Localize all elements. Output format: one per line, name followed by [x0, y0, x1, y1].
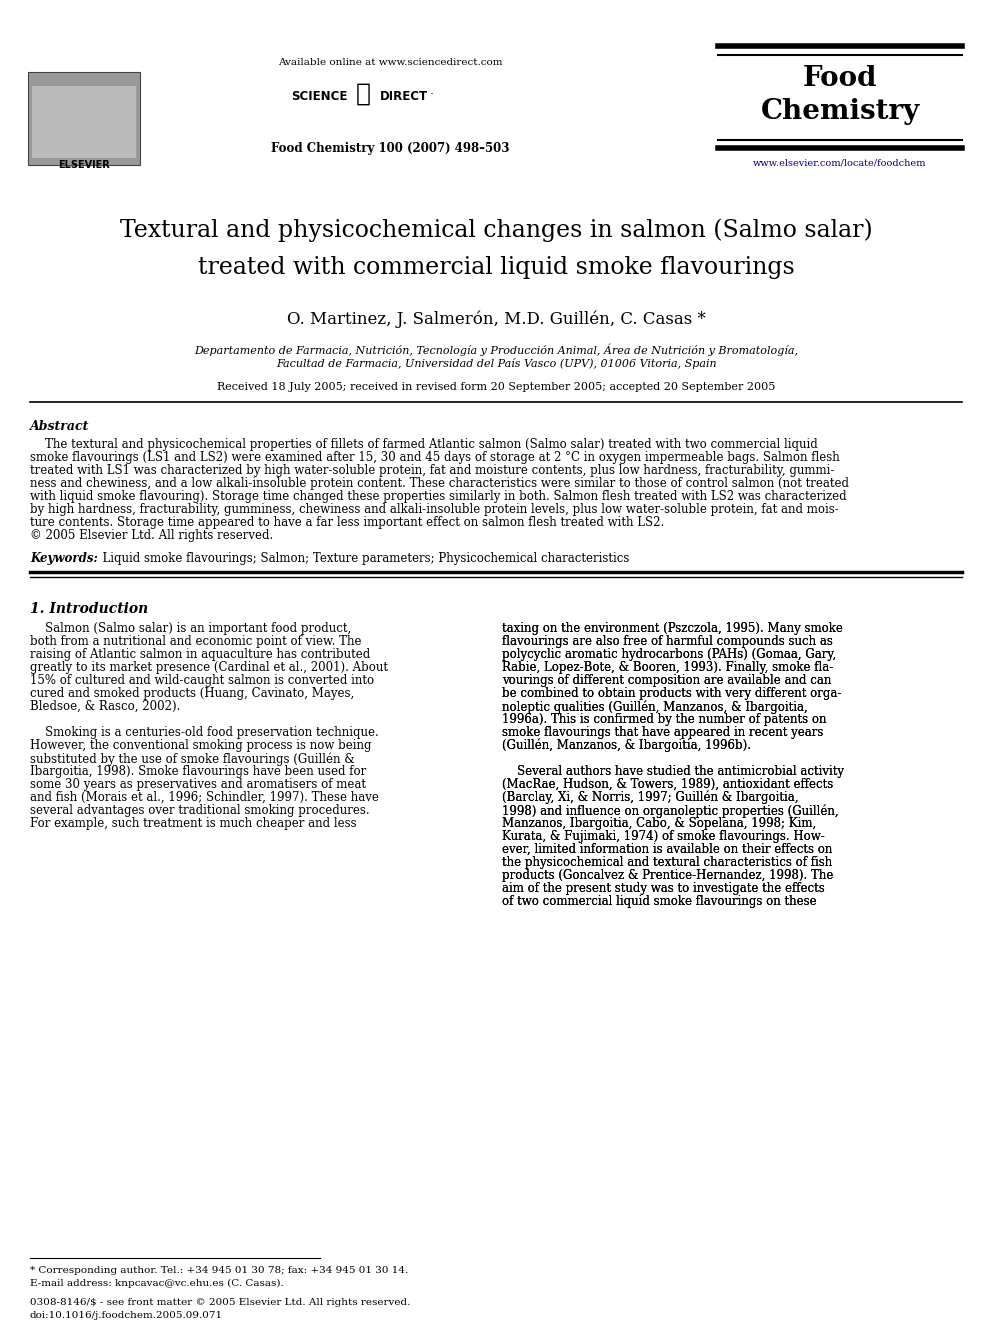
Text: (MacRae, Hudson, & Towers, 1989), antioxidant effects: (MacRae, Hudson, & Towers, 1989), antiox…	[502, 778, 833, 791]
Text: of two commercial liquid smoke flavourings on these: of two commercial liquid smoke flavourin…	[502, 894, 816, 908]
Text: Smoking is a centuries-old food preservation technique.: Smoking is a centuries-old food preserva…	[30, 726, 379, 740]
Text: polycyclic aromatic hydrocarbons (PAHs) (Gomaa, Gary,: polycyclic aromatic hydrocarbons (PAHs) …	[502, 648, 836, 662]
Text: Salmon (Salmo salar) is an important food product,: Salmon (Salmo salar) is an important foo…	[30, 622, 351, 635]
Text: ·: ·	[430, 89, 434, 101]
Text: products (Goncalvez & Prentice-Hernandez, 1998). The: products (Goncalvez & Prentice-Hernandez…	[502, 869, 833, 882]
Text: the physicochemical and textural characteristics of fish: the physicochemical and textural charact…	[502, 856, 832, 869]
Text: 1996a). This is confirmed by the number of patents on: 1996a). This is confirmed by the number …	[502, 713, 826, 726]
Text: and fish (Morais et al., 1996; Schindler, 1997). These have: and fish (Morais et al., 1996; Schindler…	[30, 791, 379, 804]
Text: 1998) and influence on organoleptic properties (Guillén,: 1998) and influence on organoleptic prop…	[502, 804, 838, 818]
Text: some 30 years as preservatives and aromatisers of meat: some 30 years as preservatives and aroma…	[30, 778, 366, 791]
Text: O. Martinez, J. Salmerón, M.D. Guillén, C. Casas *: O. Martinez, J. Salmerón, M.D. Guillén, …	[287, 310, 705, 328]
Text: (Barclay, Xi, & Norris, 1997; Guillén & Ibargoitia,: (Barclay, Xi, & Norris, 1997; Guillén & …	[502, 791, 799, 804]
Text: noleptic qualities (Guillén, Manzanos, & Ibargoitia,: noleptic qualities (Guillén, Manzanos, &…	[502, 700, 807, 713]
Text: Ibargoitia, 1998). Smoke flavourings have been used for: Ibargoitia, 1998). Smoke flavourings hav…	[30, 765, 366, 778]
Text: Several authors have studied the antimicrobial activity: Several authors have studied the antimic…	[502, 765, 844, 778]
Text: both from a nutritional and economic point of view. The: both from a nutritional and economic poi…	[30, 635, 361, 648]
Text: aim of the present study was to investigate the effects: aim of the present study was to investig…	[502, 882, 824, 894]
Text: 15% of cultured and wild-caught salmon is converted into: 15% of cultured and wild-caught salmon i…	[30, 673, 374, 687]
Text: Food Chemistry 100 (2007) 498–503: Food Chemistry 100 (2007) 498–503	[271, 142, 509, 155]
FancyBboxPatch shape	[28, 71, 140, 165]
Text: by high hardness, fracturability, gumminess, chewiness and alkali-insoluble prot: by high hardness, fracturability, gummin…	[30, 503, 839, 516]
Text: taxing on the environment (Pszczola, 1995). Many smoke: taxing on the environment (Pszczola, 199…	[502, 622, 843, 635]
Text: ⓓ: ⓓ	[356, 82, 371, 106]
Text: Rabie, Lopez-Bote, & Booren, 1993). Finally, smoke fla-: Rabie, Lopez-Bote, & Booren, 1993). Fina…	[502, 662, 833, 673]
Text: Liquid smoke flavourings; Salmon; Texture parameters; Physicochemical characteri: Liquid smoke flavourings; Salmon; Textur…	[95, 552, 629, 565]
Text: ever, limited information is available on their effects on: ever, limited information is available o…	[502, 843, 832, 856]
Text: treated with commercial liquid smoke flavourings: treated with commercial liquid smoke fla…	[197, 255, 795, 279]
Text: Textural and physicochemical changes in salmon (Salmo salar): Textural and physicochemical changes in …	[120, 218, 872, 242]
Text: ture contents. Storage time appeared to have a far less important effect on salm: ture contents. Storage time appeared to …	[30, 516, 665, 529]
Text: taxing on the environment (Pszczola, 1995). Many smoke: taxing on the environment (Pszczola, 199…	[502, 622, 843, 635]
Text: ness and chewiness, and a low alkali-insoluble protein content. These characteri: ness and chewiness, and a low alkali-ins…	[30, 478, 849, 490]
Text: Facultad de Farmacia, Universidad del País Vasco (UPV), 01006 Vitoria, Spain: Facultad de Farmacia, Universidad del Pa…	[276, 359, 716, 369]
Text: www.elsevier.com/locate/foodchem: www.elsevier.com/locate/foodchem	[753, 157, 927, 167]
Text: aim of the present study was to investigate the effects: aim of the present study was to investig…	[502, 882, 824, 894]
Text: be combined to obtain products with very different orga-: be combined to obtain products with very…	[502, 687, 841, 700]
Text: products (Goncalvez & Prentice-Hernandez, 1998). The: products (Goncalvez & Prentice-Hernandez…	[502, 869, 833, 882]
Text: noleptic qualities (Guillén, Manzanos, & Ibargoitia,: noleptic qualities (Guillén, Manzanos, &…	[502, 700, 807, 713]
Text: doi:10.1016/j.foodchem.2005.09.071: doi:10.1016/j.foodchem.2005.09.071	[30, 1311, 223, 1320]
Text: (Barclay, Xi, & Norris, 1997; Guillén & Ibargoitia,: (Barclay, Xi, & Norris, 1997; Guillén & …	[502, 791, 799, 804]
Text: smoke flavourings that have appeared in recent years: smoke flavourings that have appeared in …	[502, 726, 823, 740]
Text: with liquid smoke flavouring). Storage time changed these properties similarly i: with liquid smoke flavouring). Storage t…	[30, 490, 846, 503]
Text: For example, such treatment is much cheaper and less: For example, such treatment is much chea…	[30, 818, 357, 830]
Text: Several authors have studied the antimicrobial activity: Several authors have studied the antimic…	[502, 765, 844, 778]
Text: smoke flavourings that have appeared in recent years: smoke flavourings that have appeared in …	[502, 726, 823, 740]
Text: ever, limited information is available on their effects on: ever, limited information is available o…	[502, 843, 832, 856]
Text: treated with LS1 was characterized by high water-soluble protein, fat and moistu: treated with LS1 was characterized by hi…	[30, 464, 834, 478]
Text: Manzanos, Ibargoitia, Cabo, & Sopelana, 1998; Kim,: Manzanos, Ibargoitia, Cabo, & Sopelana, …	[502, 818, 816, 830]
Text: raising of Atlantic salmon in aquaculture has contributed: raising of Atlantic salmon in aquacultur…	[30, 648, 370, 662]
Text: vourings of different composition are available and can: vourings of different composition are av…	[502, 673, 831, 687]
Text: cured and smoked products (Huang, Cavinato, Mayes,: cured and smoked products (Huang, Cavina…	[30, 687, 354, 700]
Text: substituted by the use of smoke flavourings (Guillén &: substituted by the use of smoke flavouri…	[30, 751, 355, 766]
Text: of two commercial liquid smoke flavourings on these: of two commercial liquid smoke flavourin…	[502, 894, 816, 908]
Text: 1998) and influence on organoleptic properties (Guillén,: 1998) and influence on organoleptic prop…	[502, 804, 838, 818]
Text: E-mail address: knpcavac@vc.ehu.es (C. Casas).: E-mail address: knpcavac@vc.ehu.es (C. C…	[30, 1279, 284, 1289]
Text: the physicochemical and textural characteristics of fish: the physicochemical and textural charact…	[502, 856, 832, 869]
Text: polycyclic aromatic hydrocarbons (PAHs) (Gomaa, Gary,: polycyclic aromatic hydrocarbons (PAHs) …	[502, 648, 836, 662]
Text: Kurata, & Fujimaki, 1974) of smoke flavourings. How-: Kurata, & Fujimaki, 1974) of smoke flavo…	[502, 830, 824, 843]
Text: Rabie, Lopez-Bote, & Booren, 1993). Finally, smoke fla-: Rabie, Lopez-Bote, & Booren, 1993). Fina…	[502, 662, 833, 673]
Text: vourings of different composition are available and can: vourings of different composition are av…	[502, 673, 831, 687]
Text: © 2005 Elsevier Ltd. All rights reserved.: © 2005 Elsevier Ltd. All rights reserved…	[30, 529, 273, 542]
Text: Received 18 July 2005; received in revised form 20 September 2005; accepted 20 S: Received 18 July 2005; received in revis…	[217, 382, 775, 392]
Text: However, the conventional smoking process is now being: However, the conventional smoking proces…	[30, 740, 371, 751]
FancyBboxPatch shape	[32, 86, 136, 157]
Text: SCIENCE: SCIENCE	[292, 90, 348, 103]
Text: 1. Introduction: 1. Introduction	[30, 602, 148, 617]
Text: DIRECT: DIRECT	[380, 90, 429, 103]
Text: * Corresponding author. Tel.: +34 945 01 30 78; fax: +34 945 01 30 14.: * Corresponding author. Tel.: +34 945 01…	[30, 1266, 409, 1275]
Text: Bledsoe, & Rasco, 2002).: Bledsoe, & Rasco, 2002).	[30, 700, 181, 713]
Text: The textural and physicochemical properties of fillets of farmed Atlantic salmon: The textural and physicochemical propert…	[30, 438, 817, 451]
Text: Keywords:: Keywords:	[30, 552, 98, 565]
Text: Available online at www.sciencedirect.com: Available online at www.sciencedirect.co…	[278, 58, 502, 67]
Text: Chemistry: Chemistry	[761, 98, 920, 124]
Text: (Guillén, Manzanos, & Ibargoitia, 1996b).: (Guillén, Manzanos, & Ibargoitia, 1996b)…	[502, 740, 751, 753]
Text: Kurata, & Fujimaki, 1974) of smoke flavourings. How-: Kurata, & Fujimaki, 1974) of smoke flavo…	[502, 830, 824, 843]
Text: 1996a). This is confirmed by the number of patents on: 1996a). This is confirmed by the number …	[502, 713, 826, 726]
Text: be combined to obtain products with very different orga-: be combined to obtain products with very…	[502, 687, 841, 700]
Text: flavourings are also free of harmful compounds such as: flavourings are also free of harmful com…	[502, 635, 833, 648]
Text: Departamento de Farmacia, Nutrición, Tecnología y Producción Animal, Área de Nut: Departamento de Farmacia, Nutrición, Tec…	[194, 343, 798, 356]
Text: (Guillén, Manzanos, & Ibargoitia, 1996b).: (Guillén, Manzanos, & Ibargoitia, 1996b)…	[502, 740, 751, 753]
Text: greatly to its market presence (Cardinal et al., 2001). About: greatly to its market presence (Cardinal…	[30, 662, 388, 673]
Text: Manzanos, Ibargoitia, Cabo, & Sopelana, 1998; Kim,: Manzanos, Ibargoitia, Cabo, & Sopelana, …	[502, 818, 816, 830]
Text: Food: Food	[803, 65, 877, 93]
Text: (MacRae, Hudson, & Towers, 1989), antioxidant effects: (MacRae, Hudson, & Towers, 1989), antiox…	[502, 778, 833, 791]
Text: several advantages over traditional smoking procedures.: several advantages over traditional smok…	[30, 804, 370, 818]
Text: Abstract: Abstract	[30, 419, 89, 433]
Text: smoke flavourings (LS1 and LS2) were examined after 15, 30 and 45 days of storag: smoke flavourings (LS1 and LS2) were exa…	[30, 451, 840, 464]
Text: 0308-8146/$ - see front matter © 2005 Elsevier Ltd. All rights reserved.: 0308-8146/$ - see front matter © 2005 El…	[30, 1298, 411, 1307]
Text: flavourings are also free of harmful compounds such as: flavourings are also free of harmful com…	[502, 635, 833, 648]
Text: ELSEVIER: ELSEVIER	[59, 160, 110, 169]
